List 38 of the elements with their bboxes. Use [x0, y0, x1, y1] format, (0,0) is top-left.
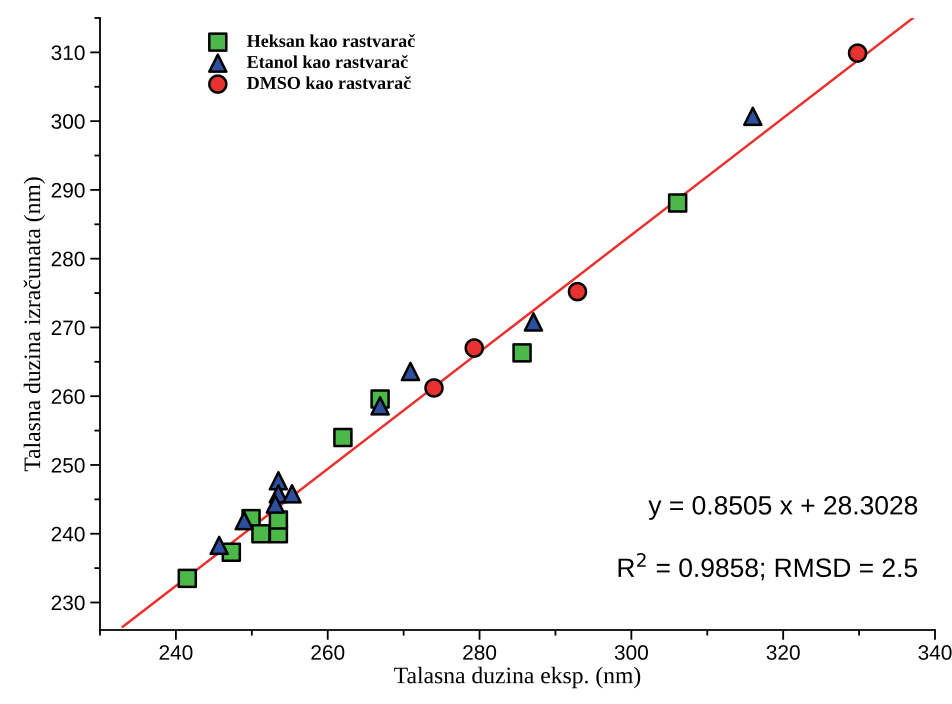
- legend-label: Heksan kao rastvarač: [247, 34, 415, 48]
- x-axis-title: Talasna duzina eksp. (nm): [394, 666, 640, 688]
- y-axis-title: Talasna duzina izračunata (nm): [24, 177, 46, 472]
- y-tick-label: 250: [52, 458, 85, 473]
- y-tick-label: 310: [51, 45, 85, 60]
- point: [568, 282, 588, 302]
- y-tick-label: 260: [52, 389, 85, 404]
- x-tick-label: 340: [918, 645, 952, 660]
- y-tick-label: 230: [52, 595, 85, 610]
- y-tick-label: 270: [52, 320, 85, 336]
- y-tick-label: 290: [52, 182, 85, 198]
- x-tick-label: 320: [766, 645, 800, 660]
- point: [370, 396, 390, 416]
- point: [848, 43, 868, 63]
- x-tick-label: 260: [311, 645, 344, 660]
- x-tick-label: 300: [614, 645, 648, 660]
- point: [400, 362, 420, 382]
- x-tick-label: 280: [463, 645, 496, 660]
- x-tick-label: 240: [160, 645, 192, 660]
- y-tick-label: 280: [52, 252, 85, 266]
- annotation: R$^{2}$ = 0.9858; RMSD = 2.5: [618, 553, 917, 580]
- point: [266, 494, 286, 514]
- point: [424, 378, 444, 398]
- point: [464, 338, 484, 358]
- legend-label: Etanol kao rastvarač: [247, 55, 408, 68]
- point: [743, 106, 763, 126]
- point: [668, 193, 688, 213]
- point: [524, 312, 544, 332]
- legend-label: DMSO kao rastvarač: [247, 76, 411, 90]
- point: [209, 536, 229, 556]
- point: [178, 568, 198, 588]
- annotation: y = 0.8505 x + 28.3028: [648, 496, 918, 520]
- y-tick-label: 240: [52, 526, 85, 542]
- y-tick-label: 300: [51, 114, 85, 129]
- point: [333, 428, 353, 448]
- point: [512, 343, 532, 363]
- point: [234, 510, 254, 530]
- point: [282, 484, 302, 504]
